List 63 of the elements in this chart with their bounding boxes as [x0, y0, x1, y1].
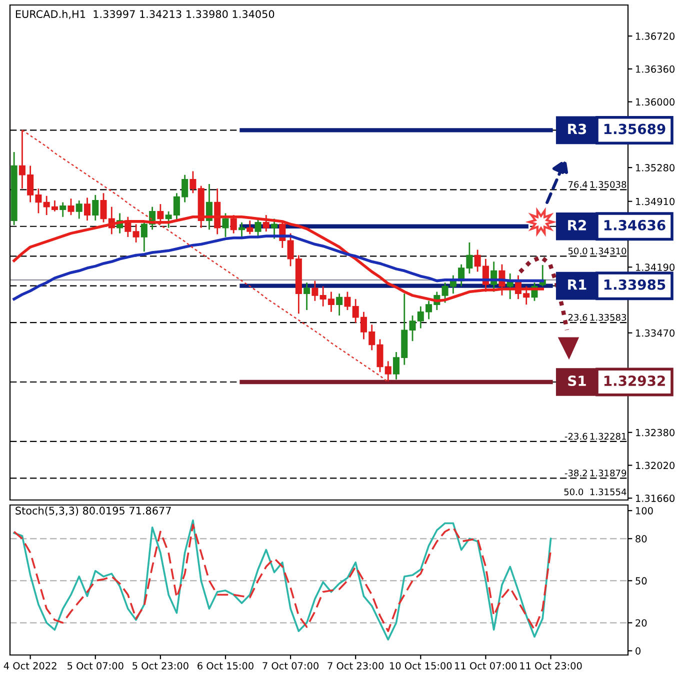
- candlestick: [60, 202, 66, 218]
- annotation: 1.35689: [604, 124, 666, 134]
- y-tick-label: 50: [636, 577, 647, 585]
- annotation: -38.2: [564, 470, 587, 476]
- candlestick: [312, 280, 318, 302]
- y-tick-label: 1.32380: [636, 428, 675, 436]
- y-tick-label: 80: [636, 535, 647, 542]
- candlestick: [92, 194, 99, 222]
- x-tick-label: 11 Oct 07:00: [455, 662, 517, 670]
- ref-line-label: 1.33583: [590, 314, 626, 321]
- candlestick: [344, 291, 351, 311]
- y-tick-label: 1.35280: [636, 164, 675, 172]
- candlestick: [76, 200, 82, 220]
- x-tick-label: 6 Oct 15:00: [198, 662, 254, 670]
- candlestick: [132, 223, 140, 244]
- x-tick-label: 10 Oct 15:00: [390, 662, 452, 670]
- candlestick: [238, 222, 246, 240]
- x-tick-label: 7 Oct 23:00: [328, 662, 384, 670]
- series-label: R1: [568, 280, 586, 290]
- candlestick: [271, 218, 278, 240]
- candlestick: [222, 212, 229, 238]
- y-tick-label: 1.36000: [636, 98, 675, 106]
- candlestick: [84, 197, 91, 222]
- y-tick-label: 1.36720: [636, 32, 675, 40]
- candlestick: [304, 282, 310, 311]
- y-tick-label: 1.31660: [636, 494, 675, 502]
- y-tick-label: 20: [636, 619, 647, 627]
- y-tick-label: 1.33470: [636, 329, 675, 337]
- candlestick: [336, 292, 343, 316]
- annotation: 23.6: [568, 314, 588, 321]
- ref-line-label: 1.31879: [590, 470, 626, 476]
- x-tick-label: 5 Oct 23:00: [132, 662, 188, 670]
- ref-line-label: 1.35038: [590, 181, 626, 188]
- annotation: -23.6: [564, 432, 588, 440]
- ref-line-label: 1.32281: [590, 432, 626, 440]
- y-tick-label: 1.36360: [636, 65, 675, 73]
- series-label: R3: [568, 124, 586, 134]
- chart-title: Stoch(5,3,3) 80.0195 71.8677: [16, 506, 171, 516]
- annotation: 1.32932: [604, 376, 665, 386]
- annotation: 50.0: [568, 248, 588, 254]
- x-tick-label: 7 Oct 07:00: [262, 662, 318, 670]
- y-tick-label: 1.34190: [636, 264, 675, 271]
- annotation: 76.4: [568, 181, 588, 188]
- x-tick-label: 5 Oct 07:00: [68, 662, 124, 670]
- candlestick: [68, 198, 74, 216]
- series-label: S1: [568, 376, 586, 386]
- candlestick: [246, 220, 254, 235]
- x-tick-label: 11 Oct 23:00: [520, 662, 582, 670]
- annotation: 1.33985: [604, 279, 666, 290]
- chart-title: EURCAD.h,H1 1.33997 1.34213 1.33980 1.34050: [16, 10, 274, 20]
- y-tick-label: 1.34910: [636, 198, 675, 206]
- candlestick: [384, 360, 392, 382]
- line-series: [22, 129, 389, 383]
- annotation: 1.34636: [604, 220, 666, 230]
- candlestick: [254, 218, 262, 238]
- candlestick: [190, 170, 196, 194]
- y-tick-label: 1.32020: [636, 462, 675, 470]
- x-tick-label: 4 Oct 2022: [4, 662, 56, 670]
- text: R2: [568, 220, 586, 230]
- y-tick-label: 100: [636, 507, 653, 514]
- annotation: 50.0 1.31554: [564, 488, 626, 496]
- y-tick-label: 0: [636, 647, 640, 655]
- ref-line-label: 1.34310: [590, 248, 626, 254]
